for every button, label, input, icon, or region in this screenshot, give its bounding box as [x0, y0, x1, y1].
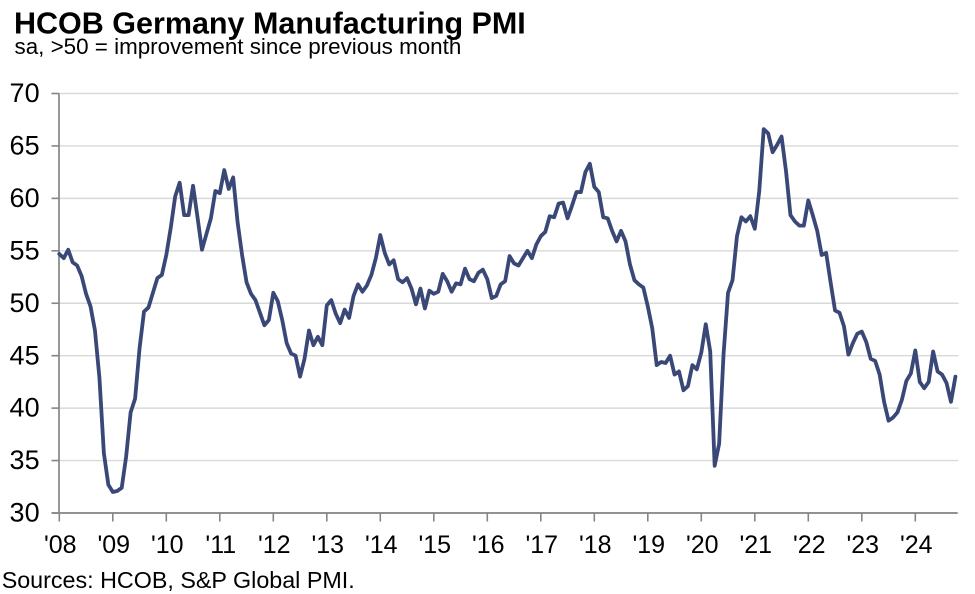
svg-text:35: 35	[10, 445, 40, 475]
svg-text:'15: '15	[419, 531, 452, 559]
svg-text:'20: '20	[686, 531, 719, 559]
svg-text:65: 65	[10, 131, 40, 161]
svg-text:'09: '09	[98, 531, 131, 559]
svg-text:'22: '22	[793, 531, 826, 559]
svg-text:'11: '11	[205, 531, 236, 559]
svg-text:'14: '14	[365, 531, 398, 559]
svg-text:50: 50	[10, 288, 40, 318]
svg-text:'24: '24	[900, 531, 933, 559]
svg-text:sa, >50 = improvement since pr: sa, >50 = improvement since previous mon…	[15, 34, 462, 59]
svg-text:'18: '18	[579, 531, 612, 559]
svg-text:60: 60	[10, 183, 40, 213]
svg-text:Sources: HCOB, S&P Global PMI.: Sources: HCOB, S&P Global PMI.	[2, 567, 355, 593]
svg-text:'21: '21	[740, 531, 773, 559]
svg-text:30: 30	[10, 498, 40, 528]
svg-text:'16: '16	[472, 531, 505, 559]
svg-text:'08: '08	[44, 531, 77, 559]
svg-text:'19: '19	[633, 531, 666, 559]
svg-text:'17: '17	[526, 531, 559, 559]
svg-text:40: 40	[10, 393, 40, 423]
svg-text:HCOB Germany Manufacturing PMI: HCOB Germany Manufacturing PMI	[14, 7, 526, 41]
svg-text:'10: '10	[151, 531, 184, 559]
svg-text:45: 45	[10, 340, 40, 370]
svg-text:'13: '13	[312, 531, 345, 559]
svg-text:'12: '12	[258, 531, 291, 559]
svg-text:55: 55	[10, 235, 40, 265]
svg-text:'23: '23	[847, 531, 880, 559]
svg-text:70: 70	[10, 78, 40, 108]
